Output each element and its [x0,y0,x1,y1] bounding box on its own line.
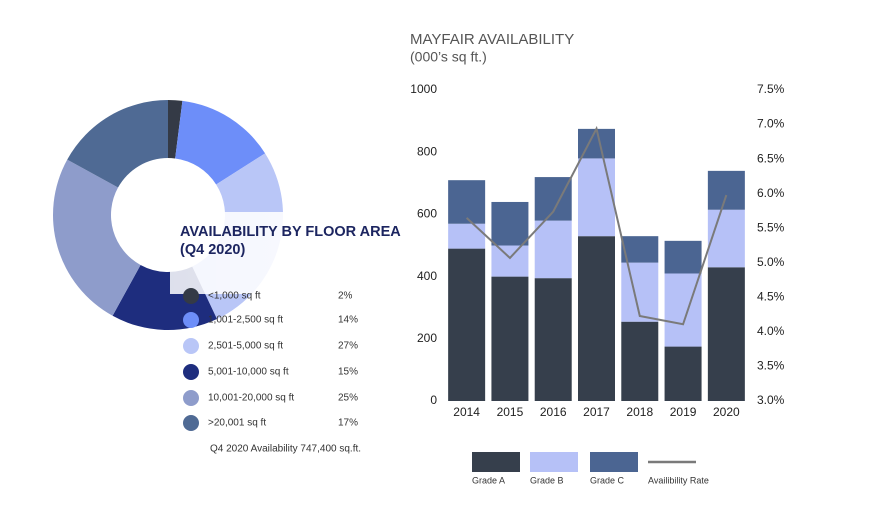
legend-dot [183,312,199,328]
legend-swatch [530,452,578,472]
y-tick-label: 0 [430,393,437,407]
legend-dot [183,364,199,380]
bar-segment [448,223,486,249]
annotation: Q4 2020 Availability 747,400 sq.ft. [210,444,361,455]
title-panel [170,212,400,294]
legend-label: Grade A [472,475,505,485]
legend-label: Grade C [590,475,625,485]
x-tick-label: 2015 [497,405,524,419]
legend-value: 27% [338,341,358,352]
bar-segment [707,209,745,268]
bar-segment [448,248,486,401]
bar-segment [578,236,615,401]
y2-tick-label: 4.5% [757,290,785,304]
bar-segment [664,346,702,401]
legend-dot [183,415,199,431]
donut-subtitle: (Q4 2020) [180,242,245,258]
legend-value: 15% [338,367,358,378]
y2-tick-label: 3.5% [757,359,785,373]
x-tick-label: 2016 [540,405,567,419]
bar-segment [664,240,702,274]
legend-label: <1,000 sq ft [208,291,261,302]
legend-label: 1,001-2,500 sq ft [208,315,283,326]
bar-segment [491,245,529,277]
donut-slice [175,100,266,185]
y-tick-label: 200 [417,331,437,345]
y2-tick-label: 7.0% [757,117,785,131]
y2-tick-label: 7.5% [757,82,785,96]
legend-dot [183,390,199,406]
legend-swatch [590,452,638,472]
legend-value: 2% [338,291,353,302]
legend-value: 25% [338,393,358,404]
y2-tick-label: 5.5% [757,220,785,234]
bar-segment [491,276,529,401]
legend-label: Grade B [530,475,564,485]
legend-label: >20,001 sq ft [208,418,266,429]
legend-label: 10,001-20,000 sq ft [208,393,294,404]
x-tick-label: 2018 [626,405,653,419]
donut-slice [67,100,168,188]
donut-chart: AVAILABILITY BY FLOOR AREA (Q4 2020) <1,00… [53,100,401,455]
y2-tick-label: 4.0% [757,324,785,338]
bar-segment [534,278,572,401]
x-tick-label: 2014 [453,405,480,419]
bar-segment [491,201,529,246]
legend-label: 2,501-5,000 sq ft [208,341,283,352]
y2-tick-label: 3.0% [757,393,785,407]
y-tick-label: 600 [417,207,437,221]
bar-chart: MAYFAIR AVAILABILITY(000’s sq ft.) 0 200 40… [410,31,785,485]
legend-value: 17% [338,418,358,429]
x-tick-label: 2019 [670,405,697,419]
donut-slice [168,100,183,159]
y-tick-label: 800 [417,144,437,158]
legend-dot [183,288,199,304]
x-tick-label: 2017 [583,405,610,419]
donut-title: AVAILABILITY BY FLOOR AREA [180,224,401,240]
legend-label: 5,001-10,000 sq ft [208,367,289,378]
rate-line [465,125,728,326]
donut-slice [53,159,141,316]
legend-swatch [472,452,520,472]
bar-segment [534,177,572,221]
y2-tick-label: 5.0% [757,255,785,269]
legend-label: Availibility Rate [648,475,709,485]
legend-dot [183,338,199,354]
bar-segment [578,158,615,237]
y-tick-label: 1000 [410,82,437,96]
x-tick-label: 2020 [713,405,740,419]
bar-segment [534,220,572,279]
y2-tick-label: 6.5% [757,151,785,165]
bar-segment [621,321,659,401]
chart-subtitle: (000’s sq ft.) [410,49,487,65]
bar-segment [448,180,486,224]
legend-value: 14% [338,315,358,326]
y-tick-label: 400 [417,269,437,283]
chart-title: MAYFAIR AVAILABILITY [410,31,574,48]
y2-tick-label: 6.0% [757,186,785,200]
bar-segment [707,170,745,210]
bar-segment [707,267,745,401]
